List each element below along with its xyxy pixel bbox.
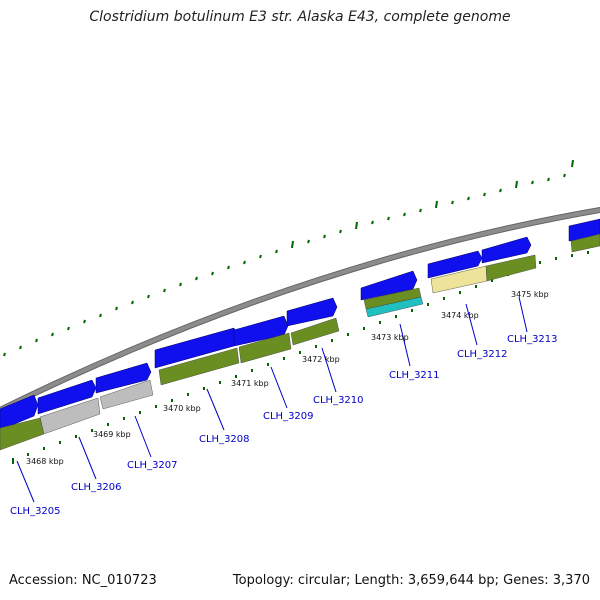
gene-label-clh_3211[interactable]: CLH_3211	[389, 370, 440, 381]
forward-gene-arrow	[37, 379, 97, 415]
forward-gene-arrow	[233, 315, 289, 347]
gene-band	[290, 317, 340, 346]
scale-tick	[83, 319, 86, 324]
scale-tick	[275, 249, 278, 254]
kbp-label: 3469 kbp	[93, 430, 131, 439]
scale-tick	[3, 352, 6, 357]
gene-leader-line	[321, 347, 337, 393]
scale-tick	[515, 180, 518, 189]
scale-tick	[163, 288, 166, 293]
scale-tick	[19, 345, 22, 350]
gene-band	[238, 332, 292, 364]
forward-gene-arrow	[427, 250, 483, 279]
scale-tick	[419, 208, 422, 213]
scale-tick	[323, 234, 326, 239]
forward-gene-arrow	[95, 362, 152, 394]
kbp-label: 3473 kbp	[371, 333, 409, 342]
kbp-label: 3475 kbp	[511, 290, 549, 299]
scale-tick	[563, 173, 566, 178]
scale-tick	[403, 212, 406, 217]
gene-band	[365, 296, 424, 318]
scale-tick	[435, 200, 438, 209]
scale-tick	[115, 306, 118, 311]
scale-tick	[467, 196, 470, 201]
scale-tick	[243, 260, 246, 265]
scale-tick	[35, 338, 38, 343]
gene-band	[39, 397, 101, 435]
gene-label-clh_3205[interactable]: CLH_3205	[10, 506, 61, 517]
gene-label-clh_3213[interactable]: CLH_3213	[507, 334, 558, 345]
scale-tick	[499, 188, 502, 193]
scale-tick	[195, 276, 198, 281]
gene-label-clh_3212[interactable]: CLH_3212	[457, 349, 508, 360]
forward-gene-arrow	[0, 394, 39, 431]
scale-tick	[67, 326, 70, 331]
gene-leader-line	[78, 436, 97, 480]
map-title: Clostridium botulinum E3 str. Alaska E43…	[89, 9, 511, 25]
gene-label-clh_3206[interactable]: CLH_3206	[71, 482, 122, 493]
gene-leader-line	[399, 323, 411, 367]
scale-tick	[131, 300, 134, 305]
scale-tick	[355, 221, 358, 230]
scale-tick	[99, 313, 102, 318]
scale-tick	[259, 254, 262, 259]
scale-tick	[451, 200, 454, 205]
gene-leader-line	[16, 460, 35, 503]
scale-tick	[307, 239, 310, 244]
accession-text: Accession: NC_010723	[9, 573, 157, 588]
forward-gene-arrow	[286, 297, 338, 327]
gene-label-clh_3209[interactable]: CLH_3209	[263, 411, 314, 422]
scale-tick	[147, 294, 150, 299]
scale-tick	[483, 192, 486, 197]
gene-leader-line	[206, 388, 225, 431]
gene-label-clh_3210[interactable]: CLH_3210	[313, 395, 364, 406]
kbp-label: 3470 kbp	[163, 404, 201, 413]
scale-tick	[371, 220, 374, 225]
kbp-label: 3474 kbp	[441, 311, 479, 320]
scale-tick	[179, 282, 182, 287]
kbp-label: 3468 kbp	[26, 457, 64, 466]
tick-marks	[3, 159, 589, 464]
gene-band	[570, 233, 600, 253]
gene-label-clh_3207[interactable]: CLH_3207	[127, 460, 178, 471]
kbp-label: 3472 kbp	[302, 355, 340, 364]
scale-tick	[339, 229, 342, 234]
genome-stats-text: Topology: circular; Length: 3,659,644 bp…	[232, 573, 590, 588]
scale-tick	[291, 240, 294, 249]
forward-gene-arrow	[360, 270, 418, 301]
scale-tick	[547, 177, 550, 182]
scale-tick	[211, 271, 214, 276]
forward-gene-arrow	[568, 218, 600, 242]
annotation-labels: 3468 kbp 3469 kbp 3470 kbp 3471 kbp 3472 kbp…	[10, 290, 558, 517]
gene-band	[99, 379, 154, 410]
genome-backbone	[0, 208, 600, 412]
gene-features	[0, 207, 600, 451]
scale-tick	[227, 265, 230, 270]
gene-leader-line	[270, 366, 288, 409]
gene-band	[158, 347, 240, 386]
scale-tick	[531, 180, 534, 185]
scale-tick	[387, 216, 390, 221]
gene-leader-line	[465, 303, 478, 346]
gene-leader-line	[518, 296, 528, 333]
gene-label-clh_3208[interactable]: CLH_3208	[199, 434, 250, 445]
scale-tick	[571, 159, 574, 168]
gene-leader-line	[134, 415, 152, 458]
gene-band	[485, 254, 537, 282]
forward-gene-arrow	[481, 236, 532, 264]
scale-tick	[51, 332, 54, 337]
kbp-label: 3471 kbp	[231, 379, 269, 388]
